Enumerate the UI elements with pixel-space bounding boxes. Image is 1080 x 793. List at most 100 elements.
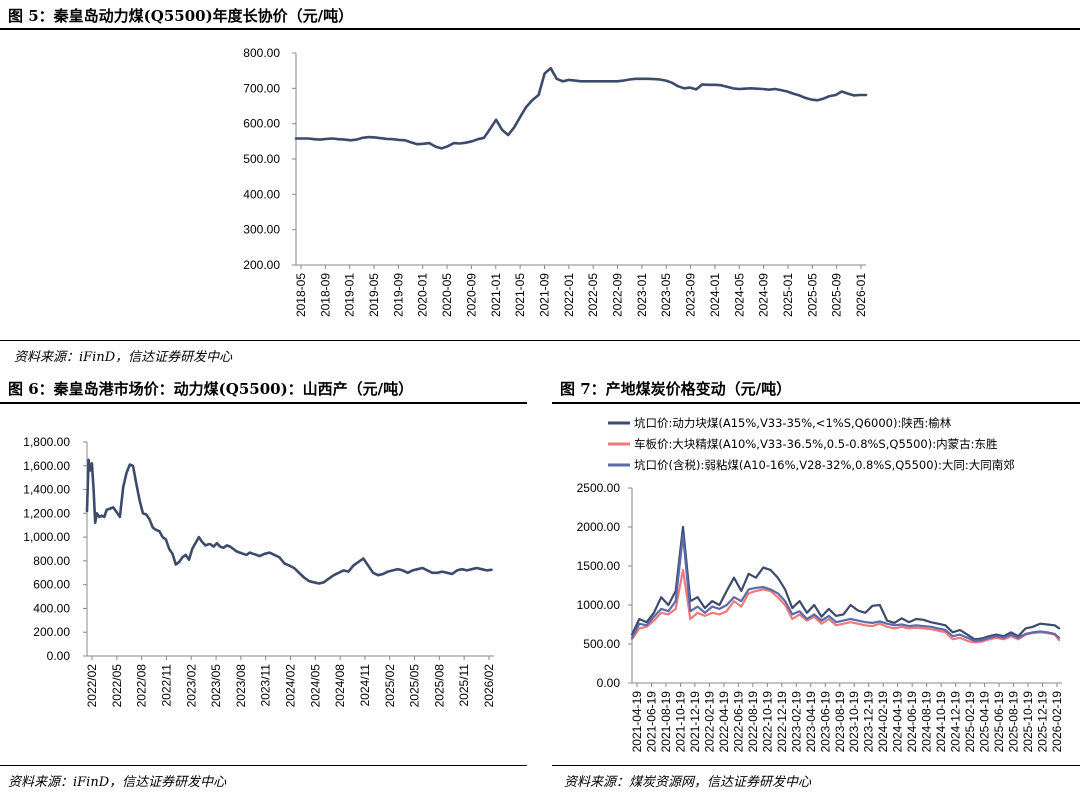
fig5-y-tick-label: 800.00 — [243, 46, 280, 60]
fig5-x-tick-label: 2018-09 — [318, 273, 332, 317]
fig5-x-tick-label: 2021-05 — [513, 273, 527, 317]
fig7-legend-label-2: 车板价:大块精煤(A10%,V33-36.5%,0.5-0.8%S,Q5500)… — [634, 437, 998, 451]
fig7-x-tick-label: 2021-08-19 — [659, 691, 673, 753]
fig7-x-tick-label: 2021-12-19 — [688, 691, 702, 753]
fig7-legend-label-1: 坑口价:动力块煤(A15%,V33-35%,<1%S,Q6000):陕西:榆林 — [634, 416, 952, 430]
figure-6-title: 图 6：秦皇岛港市场价：动力煤(Q5500)：山西产（元/吨） — [8, 380, 414, 398]
fig7-x-tick-label: 2025-04-19 — [978, 691, 992, 753]
fig5-y-tick-label: 700.00 — [243, 81, 280, 95]
fig5-x-tick-label: 2023-09 — [684, 273, 698, 317]
fig5-x-tick-label: 2019-05 — [367, 273, 381, 317]
fig6-x-tick-label: 2023/11 — [259, 664, 273, 707]
figure-5-source: 资料来源：iFinD，信达证券研发中心 — [14, 350, 233, 365]
fig7-x-tick-label: 2021-04-19 — [630, 691, 644, 753]
fig5-x-tick-label: 2019-01 — [343, 273, 357, 317]
fig6-x-tick-label: 2024/11 — [358, 664, 372, 707]
figure-5-bottom-rule — [0, 340, 1080, 341]
fig5-x-tick-label: 2024-01 — [708, 273, 722, 317]
fig6-x-tick-label: 2022/08 — [135, 664, 149, 708]
fig6-y-tick-label: 1,800.00 — [23, 435, 70, 449]
fig7-y-tick-label: 2500.00 — [577, 481, 621, 495]
figure-6-top-rule — [0, 402, 527, 404]
fig5-y-tick-label: 600.00 — [243, 117, 280, 131]
fig5-x-tick-label: 2022-09 — [611, 273, 625, 317]
fig5-y-tick-label: 200.00 — [243, 258, 280, 272]
fig6-x-tick-label: 2024/08 — [333, 664, 347, 708]
fig5-x-tick-label: 2024-09 — [757, 273, 771, 317]
fig6-x-tick-label: 2022/05 — [110, 664, 124, 708]
fig7-x-tick-label: 2022-06-19 — [731, 691, 745, 753]
fig6-x-tick-label: 2023/05 — [209, 664, 223, 708]
fig7-x-tick-label: 2023-02-19 — [789, 691, 803, 753]
fig7-x-tick-label: 2022-04-19 — [717, 691, 731, 753]
fig7-x-tick-label: 2025-02-19 — [963, 691, 977, 753]
fig5-x-tick-label: 2021-09 — [537, 273, 551, 317]
fig6-y-tick-label: 0.00 — [47, 649, 71, 663]
fig7-x-tick-label: 2024-04-19 — [891, 691, 905, 753]
fig6-y-tick-label: 600.00 — [33, 578, 70, 592]
figure-7-top-rule — [552, 402, 1080, 404]
fig5-x-tick-label: 2026-01 — [854, 273, 868, 317]
fig7-x-tick-label: 2024-08-19 — [920, 691, 934, 753]
fig6-x-tick-label: 2026/02 — [482, 664, 496, 708]
fig5-x-tick-label: 2025-09 — [830, 273, 844, 317]
fig7-x-tick-label: 2023-10-19 — [847, 691, 861, 753]
fig5-series-1-line — [294, 66, 868, 150]
fig5-x-tick-label: 2024-05 — [732, 273, 746, 317]
fig5-x-tick-label: 2022-05 — [586, 273, 600, 317]
fig7-x-tick-label: 2022-02-19 — [702, 691, 716, 753]
fig7-x-tick-label: 2023-12-19 — [862, 691, 876, 753]
fig7-y-tick-label: 500.00 — [583, 637, 620, 651]
fig5-x-tick-label: 2020-09 — [464, 273, 478, 317]
fig6-y-tick-label: 1,000.00 — [23, 530, 70, 544]
fig7-y-tick-label: 1000.00 — [577, 598, 621, 612]
fig5-x-tick-label: 2023-01 — [635, 273, 649, 317]
fig6-x-tick-label: 2025/08 — [432, 664, 446, 708]
fig7-series-1-line — [630, 525, 1061, 641]
fig6-x-tick-label: 2023/02 — [184, 664, 198, 708]
fig6-x-tick-label: 2024/02 — [284, 664, 298, 708]
fig5-y-tick-label: 400.00 — [243, 187, 280, 201]
fig7-legend-label-3: 坑口价(含税):弱粘煤(A10-16%,V28-32%,0.8%S,Q5500)… — [634, 458, 1015, 472]
fig5-x-tick-label: 2020-05 — [440, 273, 454, 317]
fig5-x-tick-label: 2020-01 — [416, 273, 430, 317]
fig6-series-1-line — [85, 458, 493, 585]
fig7-x-tick-label: 2025-06-19 — [992, 691, 1006, 753]
figure-5-title: 图 5：秦皇岛动力煤(Q5500)年度长协价（元/吨） — [8, 7, 354, 25]
fig6-y-tick-label: 1,200.00 — [23, 506, 70, 520]
fig6-x-tick-label: 2022/11 — [159, 664, 173, 707]
figure-6-bottom-rule — [0, 765, 527, 766]
fig6-y-tick-label: 400.00 — [33, 601, 70, 615]
fig7-x-tick-label: 2026-02-19 — [1050, 691, 1064, 753]
figure-5-top-rule — [0, 28, 1080, 30]
fig7-x-tick-label: 2022-12-19 — [775, 691, 789, 753]
fig7-x-tick-label: 2022-10-19 — [760, 691, 774, 753]
fig6-x-tick-label: 2025/05 — [408, 664, 422, 708]
fig6-x-tick-label: 2025/11 — [457, 664, 471, 707]
fig6-y-tick-label: 200.00 — [33, 625, 70, 639]
fig7-x-tick-label: 2022-08-19 — [746, 691, 760, 753]
fig7-x-tick-label: 2025-10-19 — [1021, 691, 1035, 753]
fig7-x-tick-label: 2024-06-19 — [905, 691, 919, 753]
fig6-x-tick-label: 2024/05 — [308, 664, 322, 708]
fig5-x-tick-label: 2025-01 — [781, 273, 795, 317]
fig5-y-tick-label: 300.00 — [243, 223, 280, 237]
fig7-x-tick-label: 2024-12-19 — [949, 691, 963, 753]
fig6-y-tick-label: 1,400.00 — [23, 483, 70, 497]
figure-7-title: 图 7：产地煤炭价格变动（元/吨） — [560, 380, 792, 398]
fig7-x-tick-label: 2023-06-19 — [818, 691, 832, 753]
fig5-x-tick-label: 2018-05 — [294, 273, 308, 317]
fig5-x-tick-label: 2023-05 — [659, 273, 673, 317]
figure-7-source: 资料来源：煤炭资源网，信达证券研发中心 — [564, 775, 812, 790]
fig7-series-3-line — [630, 533, 1061, 643]
fig6-y-tick-label: 800.00 — [33, 554, 70, 568]
fig7-series-2-line — [630, 568, 1061, 644]
fig6-y-tick-label: 1,600.00 — [23, 459, 70, 473]
fig6-x-tick-label: 2025/02 — [383, 664, 397, 708]
fig5-x-tick-label: 2021-01 — [489, 273, 503, 317]
fig7-y-tick-label: 1500.00 — [577, 559, 621, 573]
fig5-x-tick-label: 2025-05 — [805, 273, 819, 317]
fig7-x-tick-label: 2023-04-19 — [804, 691, 818, 753]
fig7-x-tick-label: 2023-08-19 — [833, 691, 847, 753]
